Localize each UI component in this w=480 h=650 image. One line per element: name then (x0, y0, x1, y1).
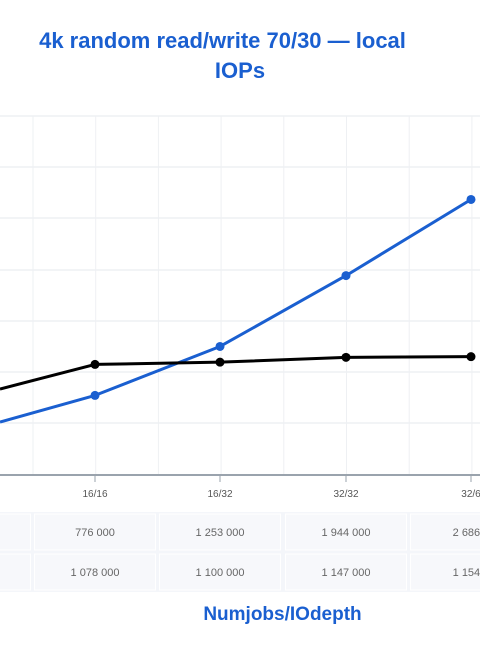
table-cell-1-1: 1 078 000 (71, 567, 120, 579)
data-point-s0-1 (90, 390, 100, 400)
chart-title-line1: 4k random read/write 70/30 — local (39, 28, 406, 53)
data-point-s0-2 (215, 341, 225, 351)
data-point-s1-4 (466, 352, 476, 362)
plot-area (0, 116, 480, 475)
data-point-s1-3 (341, 352, 351, 362)
data-point-s0-3 (341, 271, 351, 281)
table-cell-bg (34, 513, 156, 551)
table-cell-1-4: 1 154 0 (453, 567, 480, 579)
table-cell-bg (159, 553, 281, 591)
table-cell-bg (0, 553, 31, 591)
table-cell-bg (0, 513, 31, 551)
x-tick-label-1: 16/16 (82, 489, 107, 500)
table-cell-bg (159, 513, 281, 551)
table-cell-bg (285, 553, 407, 591)
data-point-s1-2 (215, 357, 225, 367)
data-point-s0-4 (466, 194, 476, 204)
table-cell-1-3: 1 147 000 (322, 567, 371, 579)
chart-title-line2: IOPs (214, 58, 266, 83)
x-axis-label: Numjobs/IOdepth (203, 604, 362, 625)
x-tick-label-3: 32/32 (333, 489, 358, 500)
x-tick-label-4: 32/6 (461, 489, 480, 500)
table-cell-bg (410, 553, 480, 591)
data-point-s1-1 (90, 359, 100, 369)
table-cell-0-3: 1 944 000 (322, 527, 371, 539)
chart-title: 4k random read/write 70/30 — local IOPs (0, 26, 480, 86)
x-tick-label-2: 16/32 (207, 489, 232, 500)
table-cell-bg (285, 513, 407, 551)
table-cell-bg (34, 553, 156, 591)
table-cell-0-4: 2 686 0 (453, 527, 480, 539)
table-cell-bg (410, 513, 480, 551)
table-cell-0-2: 1 253 000 (196, 527, 245, 539)
table-cell-0-1: 776 000 (75, 527, 115, 539)
table-cell-1-2: 1 100 000 (196, 567, 245, 579)
